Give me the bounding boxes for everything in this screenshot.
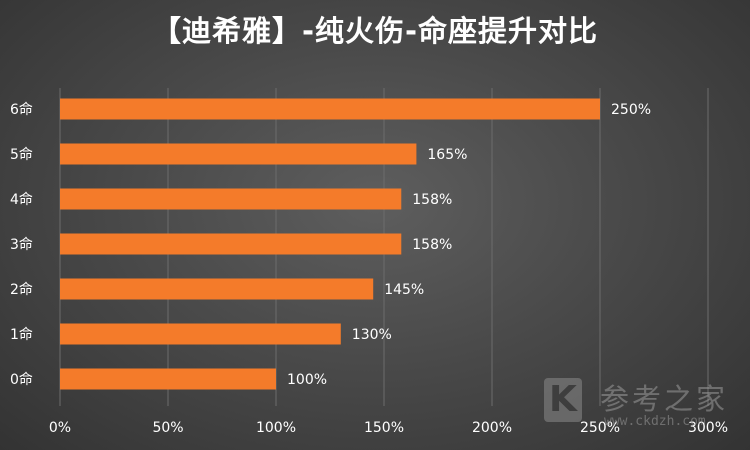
data-label: 130%	[352, 327, 392, 343]
labels: 0% 50% 100% 150% 200% 250% 300% 0命 100% 1命 130% 2命 1…	[10, 101, 728, 436]
x-tick-label: 200%	[472, 420, 512, 436]
category-label: 6命	[10, 101, 33, 118]
x-tick-label: 0%	[49, 420, 71, 436]
data-label: 145%	[384, 282, 424, 298]
data-label: 165%	[427, 147, 467, 163]
watermark-name: 参考之家	[600, 382, 729, 416]
bar	[60, 188, 402, 210]
category-label: 4命	[10, 191, 33, 208]
category-label: 3命	[10, 236, 33, 253]
data-label: 100%	[287, 372, 327, 388]
watermark-url: www.ckdzh.com	[604, 414, 706, 429]
x-tick-label: 50%	[152, 420, 183, 436]
x-tick-label: 150%	[364, 420, 404, 436]
watermark-logo-icon: K	[544, 378, 582, 422]
chart-title: 【迪希雅】-纯火伤-命座提升对比	[151, 14, 599, 48]
category-label: 5命	[10, 146, 33, 163]
bar	[60, 368, 276, 390]
bar	[60, 323, 341, 345]
category-label: 2命	[10, 281, 33, 298]
bar	[60, 233, 402, 255]
x-tick-label: 250%	[580, 420, 620, 436]
bars	[60, 98, 600, 390]
data-label: 158%	[412, 192, 452, 208]
data-label: 250%	[611, 102, 651, 118]
bar	[60, 98, 600, 120]
category-label: 1命	[10, 326, 33, 343]
category-label: 0命	[10, 371, 33, 388]
watermark: K 参考之家 www.ckdzh.com	[540, 376, 750, 436]
bar	[60, 278, 374, 300]
x-tick-label: 300%	[688, 420, 728, 436]
bar	[60, 143, 417, 165]
x-tick-label: 100%	[256, 420, 296, 436]
data-label: 158%	[412, 237, 452, 253]
